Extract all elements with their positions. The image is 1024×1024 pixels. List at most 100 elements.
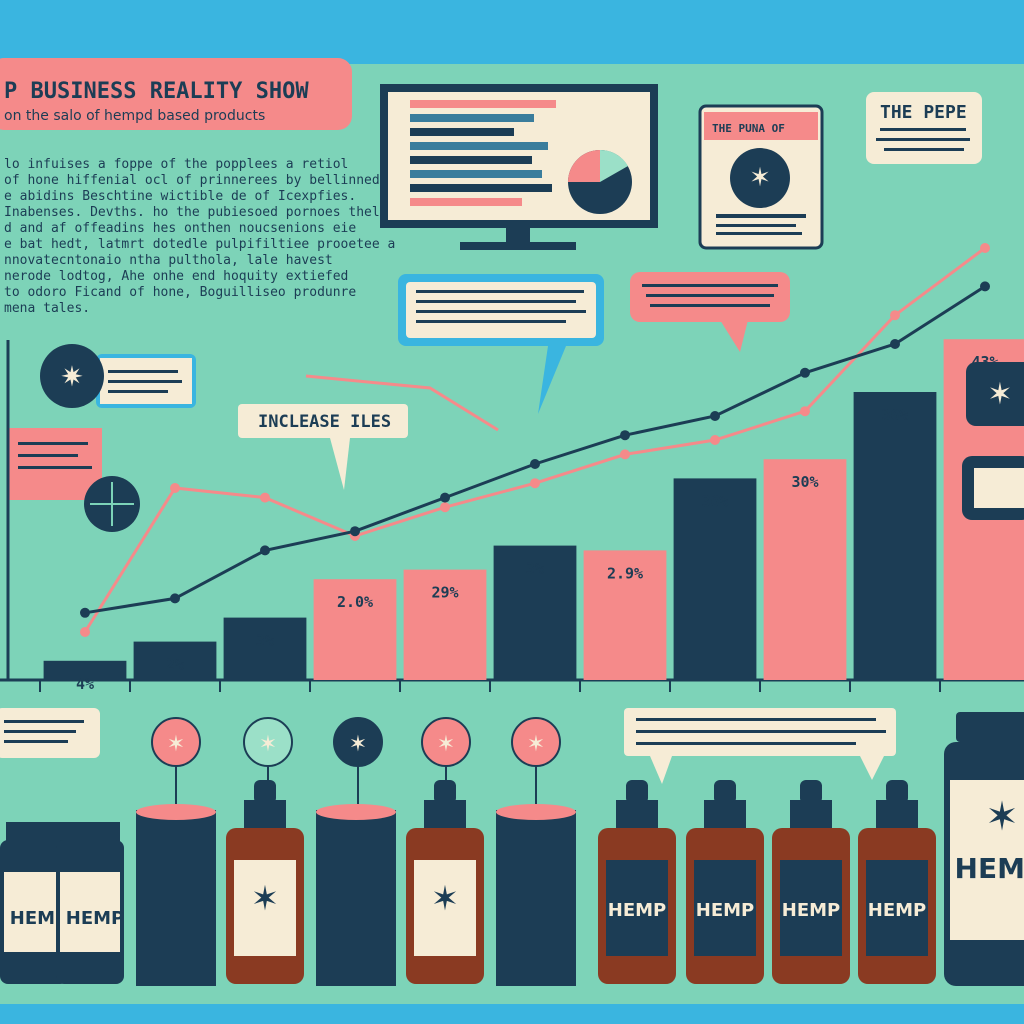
the-pepe-title: THE PEPE <box>880 102 967 123</box>
hemp-leaf-icon: ✶ <box>251 879 280 919</box>
hemp-leaf-icon: ✶ <box>167 732 185 757</box>
speech-bubble-salmon <box>630 272 790 352</box>
intro-line: of hone hiffenial ocl of prinnerees by b… <box>4 173 380 188</box>
product-jar: HEMP <box>0 822 68 984</box>
trend-point <box>890 339 900 349</box>
trend-point <box>170 593 180 604</box>
trend-point <box>800 367 810 378</box>
hemp-leaf-icon: ✶ <box>987 377 1012 412</box>
intro-line: lo infuises a foppe of the popplees a re… <box>4 157 348 172</box>
bar <box>43 660 127 680</box>
hemp-leaf-icon: ✶ <box>527 732 545 757</box>
trend-point <box>260 492 270 503</box>
product-jar: HEMP <box>56 822 124 984</box>
trend-point <box>440 502 450 513</box>
trend-point <box>620 430 630 441</box>
hemp-badge: HEMP <box>10 908 68 929</box>
product-dropper: HEMP <box>858 780 936 984</box>
bottom-frame <box>0 1004 1024 1024</box>
trend-point <box>80 627 90 637</box>
bar-label: 3% <box>256 632 274 650</box>
hemp-badge: HEMP <box>955 852 1024 885</box>
hanging-leaf-badge: ✶ <box>151 717 201 804</box>
bar-label: 36% <box>881 406 908 424</box>
trend-point <box>710 411 720 421</box>
product-can <box>136 804 216 986</box>
header-subtitle: on the salo of hempd based products <box>4 108 265 124</box>
bar <box>673 478 757 680</box>
intro-line: d and af offeadins hes onthen noucsenion… <box>4 221 356 236</box>
trend-point <box>620 449 630 460</box>
trend-fragment <box>305 374 499 432</box>
product-dropper: HEMP <box>772 780 850 984</box>
bar-label: 3% <box>526 560 544 578</box>
increase-callout: INCLEASE ILES <box>238 404 408 490</box>
monitor-graphic <box>380 84 658 250</box>
bar-label: 2% <box>166 656 184 674</box>
bar <box>853 392 937 680</box>
trend-point <box>80 607 90 618</box>
hemp-leaf-icon: ✶ <box>259 732 277 757</box>
intro-line: e bat hedt, latmrt dotedle pulpifiltiee … <box>4 237 395 252</box>
product-can <box>496 804 576 986</box>
trend-point <box>980 243 990 253</box>
svg-text:✷: ✷ <box>60 360 83 393</box>
hemp-badge: HEMP <box>782 900 840 921</box>
hemp-leaf-icon: ✶ <box>349 732 367 757</box>
trend-point <box>890 310 900 321</box>
hemp-leaf-icon: ✶ <box>985 794 1019 840</box>
right-icon-boxes: ✶ <box>962 362 1024 520</box>
bar <box>403 569 487 680</box>
hemp-badge: HEMP <box>696 900 754 921</box>
hanging-leaf-badge: ✶ <box>511 717 561 804</box>
the-pepe-callout: THE PEPE <box>866 92 982 164</box>
left-info-card: ✷ <box>40 344 196 408</box>
bar-label: 2.9% <box>607 564 643 582</box>
trend-point <box>980 281 990 292</box>
hanging-leaf-badge: ✶ <box>243 717 293 804</box>
bar <box>583 550 667 680</box>
bar <box>763 459 847 680</box>
product-dropper: ✶ <box>226 780 304 984</box>
product-dropper: HEMP <box>598 780 676 984</box>
intro-line: nerode lodtog, Ahe onhe end hoquity exti… <box>4 269 348 284</box>
intro-line: nnovatecntonaio ntha pulthola, lale have… <box>4 253 333 268</box>
bar-label: 36% <box>701 492 728 510</box>
header-title: P BUSINESS REALITY SHOW <box>4 79 309 104</box>
intro-line: to odoro Ficand of hone, Boguilliseo pro… <box>4 285 356 300</box>
hanging-leaf-badge: ✶ <box>333 717 383 804</box>
bar <box>493 545 577 680</box>
product-card: THE PUNA OF ✶ <box>698 104 824 250</box>
hemp-leaf-icon: ✶ <box>431 879 460 919</box>
hanging-leaf-badge: ✶ <box>421 717 471 804</box>
hemp-badge: HEMP <box>868 900 926 921</box>
product-big: ✶ HEMP <box>944 712 1024 986</box>
trend-point <box>530 478 540 489</box>
product-card-title: THE PUNA OF <box>712 122 785 135</box>
bar-label: 29% <box>431 584 458 602</box>
bar <box>313 579 397 680</box>
trend-point <box>440 492 450 503</box>
left-salmon-card <box>8 428 140 532</box>
intro-line: e abidins Beschtine wictible de of Icexp… <box>4 189 356 204</box>
trend-point <box>800 406 810 417</box>
bar <box>133 641 217 680</box>
bottom-center-callout <box>624 708 896 784</box>
product-can <box>316 804 396 986</box>
svg-text:✶: ✶ <box>749 163 771 193</box>
bar-label: 4% <box>76 675 94 693</box>
bar-label: 30% <box>791 473 818 491</box>
trend-point <box>530 459 540 469</box>
trend-point <box>350 526 360 537</box>
bar-chart: 4%2%3%2.0%29%3%2.9%36%30%36%43% <box>0 243 1024 693</box>
trend-point <box>710 435 720 445</box>
trend-point <box>170 483 180 493</box>
hemp-badge: HEMP <box>608 900 666 921</box>
intro-line: mena tales. <box>4 301 90 316</box>
trend-point <box>260 545 270 556</box>
increase-label: INCLEASE ILES <box>258 412 391 432</box>
star-icon <box>40 344 104 408</box>
header-banner: P BUSINESS REALITY SHOW on the salo of h… <box>0 58 352 130</box>
